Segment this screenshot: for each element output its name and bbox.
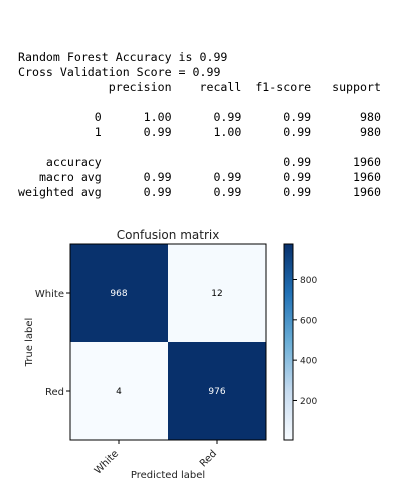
x-tick-label: White bbox=[93, 448, 121, 476]
colorbar-tick-label: 800 bbox=[300, 276, 317, 286]
colorbar-tick-label: 600 bbox=[300, 316, 317, 326]
classification-report: Random Forest Accuracy is 0.99 Cross Val… bbox=[18, 50, 381, 200]
report-header: precision recall f1-score support bbox=[108, 80, 381, 94]
colorbar-tick-label: 200 bbox=[300, 397, 317, 407]
x-axis-label: Predicted label bbox=[131, 470, 205, 481]
cv-score-line: Cross Validation Score = 0.99 bbox=[18, 65, 221, 79]
colorbar bbox=[283, 243, 294, 441]
cell-value-label: 968 bbox=[110, 289, 127, 299]
accuracy-line: Random Forest Accuracy is 0.99 bbox=[18, 50, 228, 64]
heatmap-cell bbox=[70, 342, 168, 440]
y-tick-label: Red bbox=[45, 387, 64, 398]
report-row: 1 0.99 1.00 0.99 980 bbox=[94, 125, 381, 139]
colorbar-tick-label: 400 bbox=[300, 357, 317, 367]
cell-value-label: 976 bbox=[208, 387, 225, 397]
cell-value-label: 4 bbox=[116, 387, 122, 397]
chart-title: Confusion matrix bbox=[117, 228, 220, 242]
report-row: 0 1.00 0.99 0.99 980 bbox=[94, 110, 381, 124]
heatmap-cell bbox=[70, 244, 168, 342]
y-axis-label: True label bbox=[24, 318, 35, 368]
heatmap-cell bbox=[168, 244, 266, 342]
report-spacer bbox=[18, 140, 381, 154]
heatmap-frame bbox=[69, 243, 267, 441]
cell-value-label: 12 bbox=[211, 289, 222, 299]
heatmap-cell bbox=[168, 342, 266, 440]
report-row: weighted avg 0.99 0.99 0.99 1960 bbox=[18, 185, 381, 199]
report-row: accuracy 0.99 1960 bbox=[45, 155, 381, 169]
confusion-matrix-figure: Confusion matrix 968 12 4 976 White Red Whit… bbox=[24, 228, 317, 481]
x-tick-label: Red bbox=[198, 448, 219, 469]
y-tick-label: White bbox=[35, 289, 64, 300]
report-row: macro avg 0.99 0.99 0.99 1960 bbox=[38, 170, 381, 184]
